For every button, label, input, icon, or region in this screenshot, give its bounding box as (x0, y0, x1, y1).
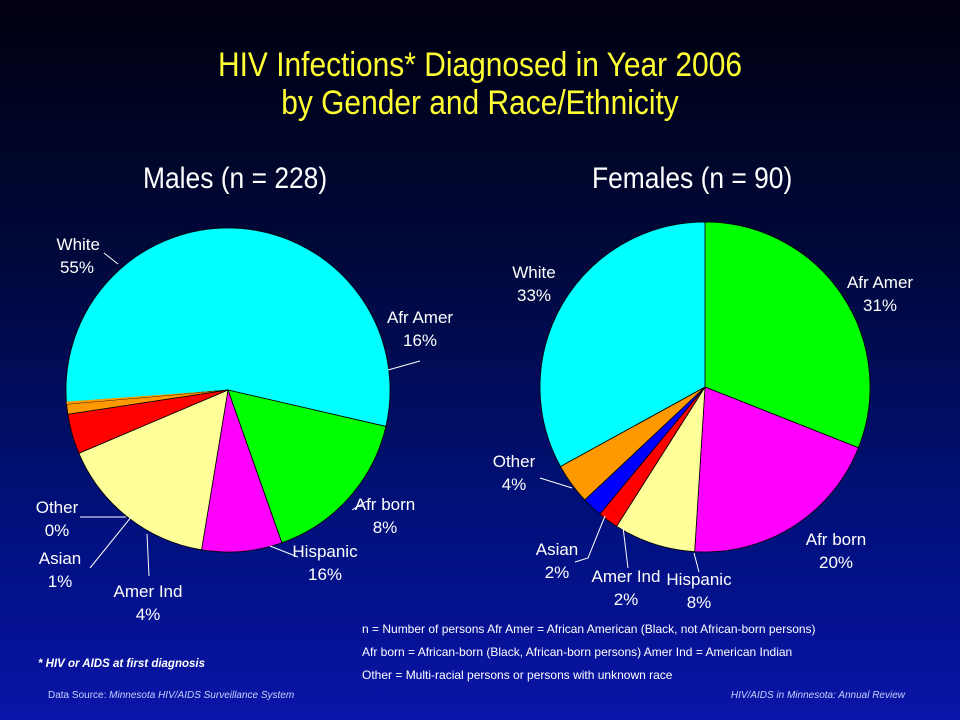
males-value-white: 55% (60, 258, 94, 277)
data-source-label: Data Source: (48, 690, 107, 701)
footnote: * HIV or AIDS at first diagnosis (38, 658, 205, 670)
females-value-asian: 2% (545, 563, 570, 582)
females-value-amer-ind: 2% (614, 590, 639, 609)
legend-line-3: Other = Multi-racial persons or persons … (362, 668, 673, 682)
males-label-white: White (57, 235, 100, 254)
males-slice-white (65, 227, 391, 427)
males-label-hispanic: Hispanic (292, 542, 358, 561)
females-label-afr-born: Afr born (806, 530, 866, 549)
females-leader-line-asian (574, 515, 606, 563)
males-slice-hispanic (78, 389, 229, 551)
females-leader-line-other (539, 477, 573, 489)
males-leader-line-white (103, 252, 119, 265)
females-label-hispanic: Hispanic (666, 570, 732, 589)
legend-line-2: Afr born = African-born (Black, African-… (362, 645, 793, 659)
males-slice-other (66, 390, 228, 405)
females-pie: Afr Amer 31% Afr born 20% Hispanic 8% Amer Ind… (493, 221, 913, 612)
males-value-hispanic: 16% (308, 565, 342, 584)
males-leader-line-asian (89, 515, 133, 569)
males-slice-afr-amer (227, 389, 387, 544)
males-leader-line-afr-born (351, 500, 368, 511)
males-leader-line-amer-ind (146, 533, 150, 577)
females-slice-afr-born (694, 386, 859, 553)
males-label-other: Other (36, 498, 79, 517)
males-label-afr-amer: Afr Amer (387, 308, 453, 327)
females-label-other: Other (493, 452, 536, 471)
females-label-amer-ind: Amer Ind (592, 567, 661, 586)
males-value-amer-ind: 4% (136, 605, 161, 624)
males-value-afr-amer: 16% (403, 331, 437, 350)
females-value-afr-born: 20% (819, 553, 853, 572)
females-leader-line-hispanic (693, 552, 700, 573)
females-value-white: 33% (517, 286, 551, 305)
data-source-text: Minnesota HIV/AIDS Surveillance System (109, 690, 295, 701)
title-line-1: HIV Infections* Diagnosed in Year 2006 (218, 46, 742, 84)
males-leader-line-afr-amer (387, 360, 421, 371)
males-value-asian: 1% (48, 572, 73, 591)
males-label-afr-born: Afr born (355, 495, 415, 514)
males-value-other: 0% (45, 521, 70, 540)
report-name-text: HIV/AIDS in Minnesota: Annual Review (730, 690, 905, 701)
males-label-asian: Asian (39, 549, 82, 568)
females-slice-afr-amer (704, 221, 871, 449)
males-value-afr-born: 8% (373, 518, 398, 537)
females-slice-white (539, 221, 706, 468)
males-label-amer-ind: Amer Ind (114, 582, 183, 601)
females-label-white: White (512, 263, 555, 282)
males-slice-asian (66, 389, 229, 415)
males-pie: White 55% Afr Amer 16% Afr born 8% Hispanic 16%… (36, 227, 453, 624)
females-leader-line-amer-ind (622, 526, 629, 569)
females-pie-title: Females (n = 90) (592, 162, 793, 195)
report-name: HIV/AIDS in Minnesota: Annual Review (731, 690, 905, 701)
females-value-afr-amer: 31% (863, 296, 897, 315)
slide-title: HIV Infections* Diagnosed in Year 2006 b… (58, 46, 903, 122)
males-pie-title: Males (n = 228) (143, 162, 328, 195)
data-source: Data Source: Minnesota HIV/AIDS Surveill… (48, 690, 294, 701)
females-label-asian: Asian (536, 540, 579, 559)
legend-line-1: n = Number of persons Afr Amer = African… (362, 622, 816, 636)
title-line-2: by Gender and Race/Ethnicity (281, 84, 679, 122)
females-value-other: 4% (502, 475, 527, 494)
females-value-hispanic: 8% (687, 593, 712, 612)
males-leader-line-hispanic (269, 545, 299, 558)
females-label-afr-amer: Afr Amer (847, 273, 913, 292)
